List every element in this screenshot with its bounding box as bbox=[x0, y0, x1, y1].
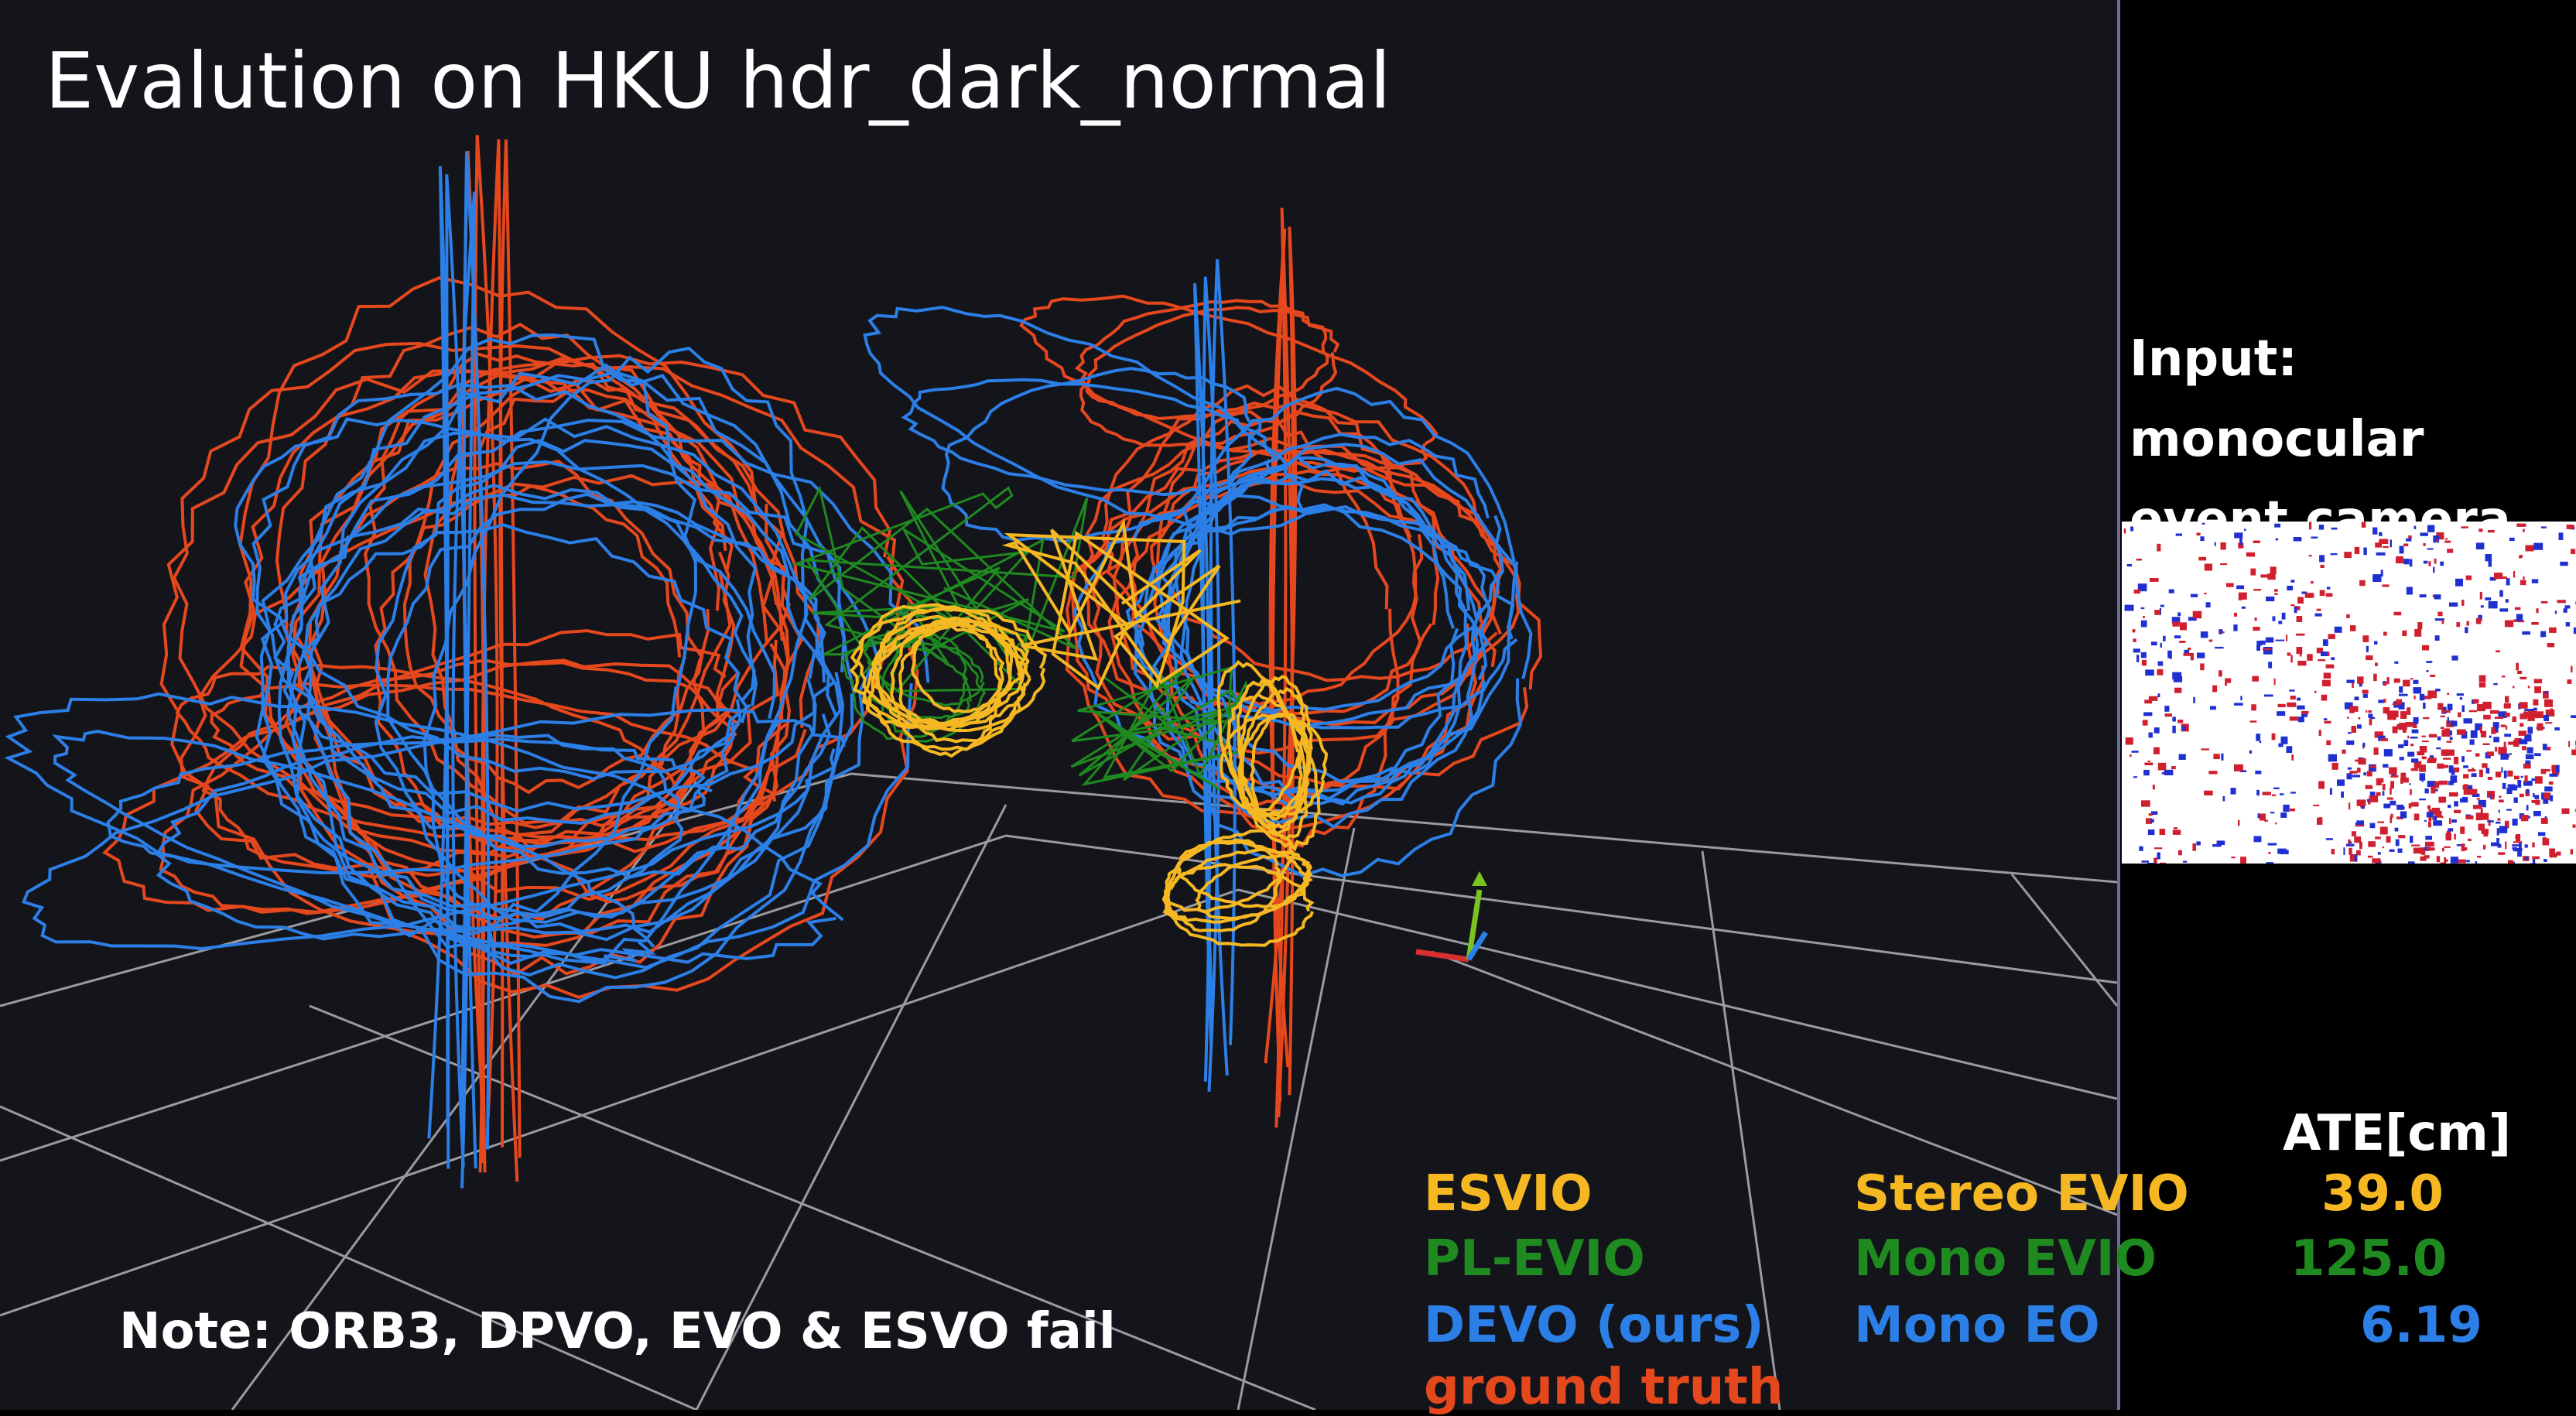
legend-ground-truth: ground truth bbox=[1424, 1359, 1783, 1416]
ate-value-stereo-evio: 39.0 bbox=[2321, 1165, 2444, 1223]
video-title: Evalution on HKU hdr_dark_normal bbox=[45, 36, 1391, 126]
legend-esvio: ESVIO bbox=[1424, 1165, 1592, 1223]
baseline-stereo-evio: Stereo EVIO bbox=[1854, 1165, 2189, 1223]
failure-note: Note: ORB3, DPVO, EVO & ESVO fail bbox=[119, 1303, 1116, 1360]
baseline-mono-eo: Mono EO bbox=[1854, 1297, 2100, 1354]
baseline-mono-evio: Mono EVIO bbox=[1854, 1230, 2157, 1288]
esvio-trajectory bbox=[852, 523, 1327, 946]
ate-header: ATE[cm] bbox=[2283, 1105, 2511, 1162]
ate-value-mono-evio: 125.0 bbox=[2290, 1230, 2447, 1288]
devo-trajectory bbox=[9, 151, 1531, 1188]
origin-axes-icon bbox=[1416, 871, 1487, 959]
legend-pl-evio: PL-EVIO bbox=[1424, 1230, 1645, 1288]
event-camera-frame bbox=[2122, 522, 2576, 864]
ate-value-mono-eo: 6.19 bbox=[2360, 1297, 2482, 1354]
trajectory-3d-viewport[interactable] bbox=[0, 0, 2117, 1410]
trajectory-plot bbox=[0, 0, 2117, 1410]
legend-devo: DEVO (ours) bbox=[1424, 1297, 1764, 1354]
